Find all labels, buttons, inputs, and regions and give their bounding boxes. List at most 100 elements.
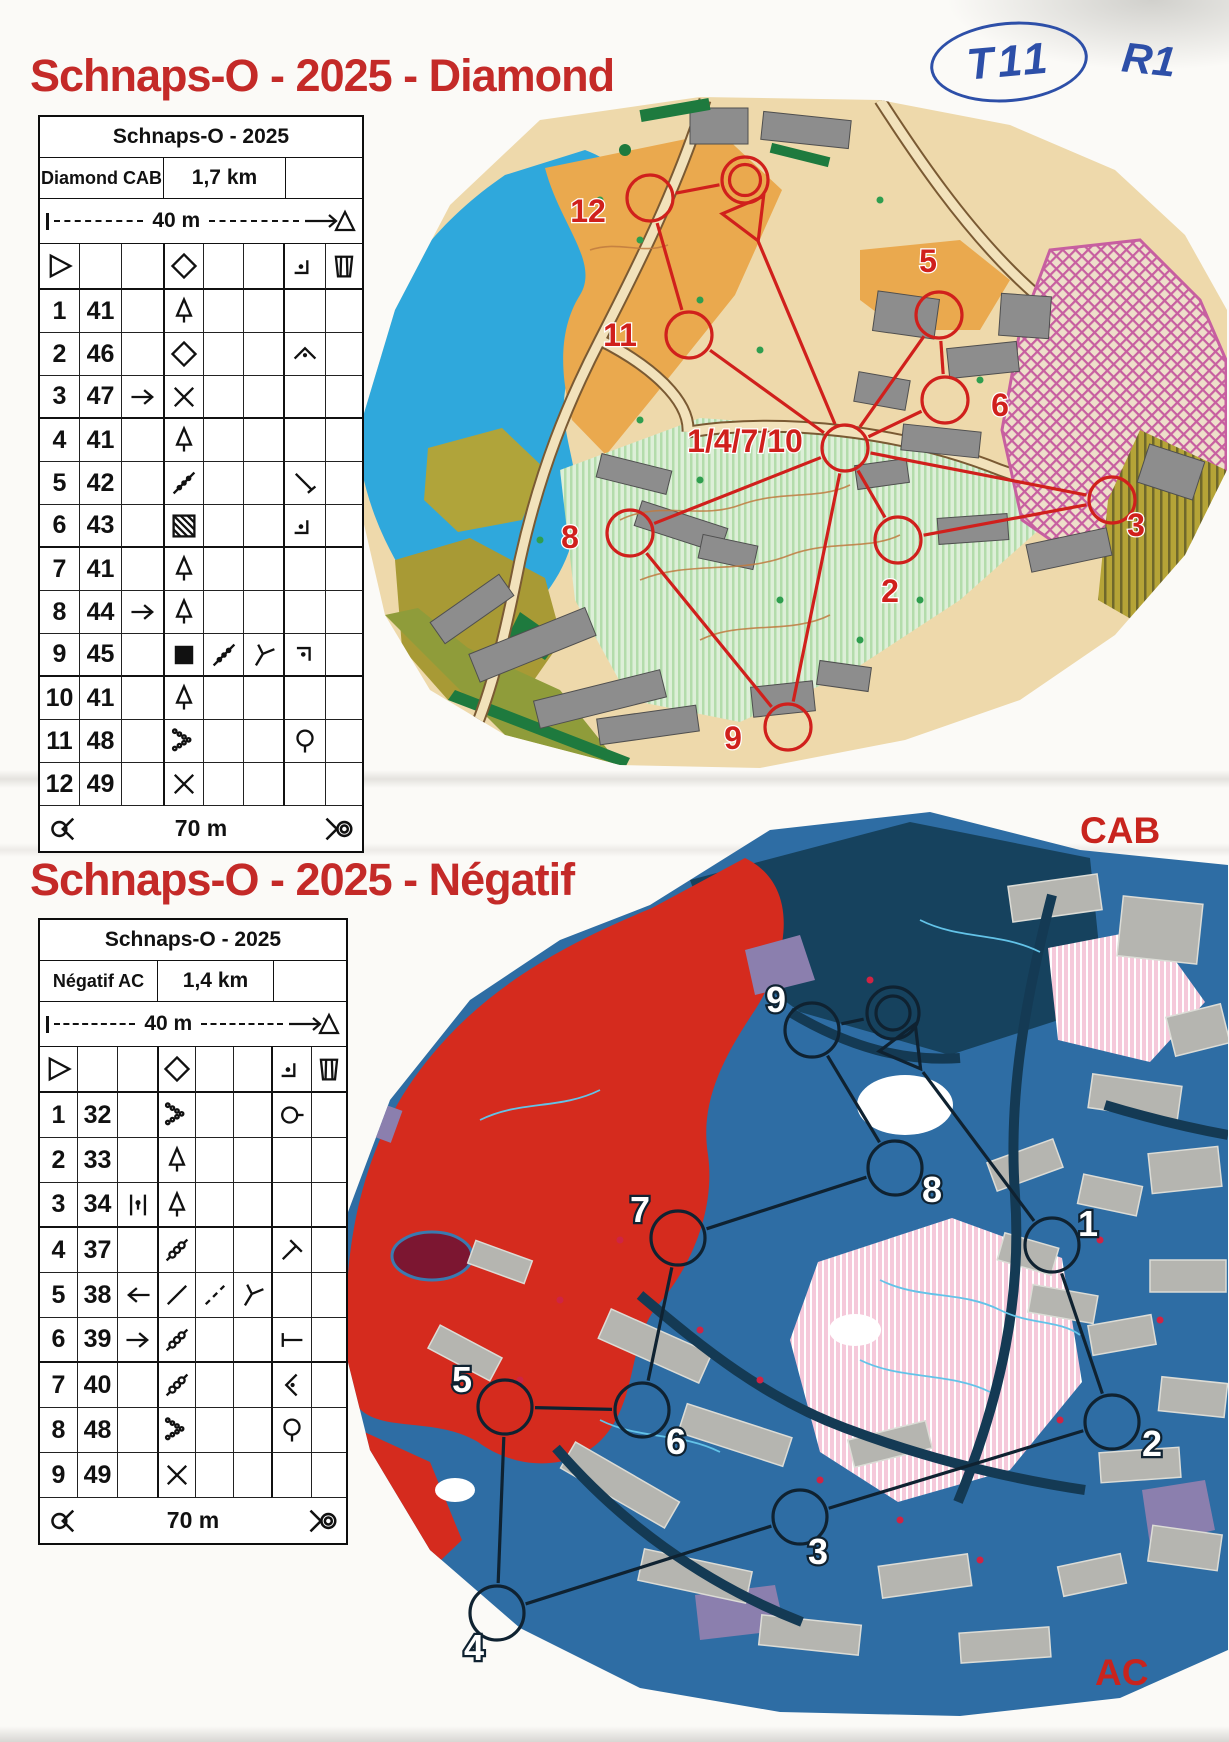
cd-symbol-fence-rings	[156, 1228, 196, 1273]
cd-cell-empty	[282, 290, 326, 333]
course-leg	[791, 473, 842, 702]
cd-header-start	[40, 244, 80, 290]
cd-cell-empty	[270, 1183, 312, 1228]
cd-control-number: 8	[40, 1408, 78, 1453]
tree-icon	[175, 597, 193, 624]
course-leg	[939, 340, 945, 375]
cd-control-number: 1	[40, 1093, 78, 1138]
cd-cell-empty	[282, 376, 326, 419]
cd-cell-empty	[244, 333, 284, 376]
diamond-icon	[170, 252, 198, 280]
course-leg	[653, 456, 822, 525]
cd-cell-empty	[234, 1093, 272, 1138]
cd-symbol-t-bar	[270, 1318, 312, 1363]
slope-tick-icon	[294, 472, 317, 494]
cd-course-name: Négatif AC	[40, 961, 158, 1001]
x-cross-icon	[173, 773, 194, 795]
course-leg	[923, 503, 1087, 537]
cd-cell-empty	[122, 290, 164, 333]
tree-icon	[168, 1145, 186, 1172]
cd-symbol-fence-rings	[156, 1318, 196, 1363]
control-number: 11	[603, 317, 637, 353]
control-number: 3	[1127, 507, 1145, 543]
scale-arrow-triangle-icon	[305, 209, 356, 232]
cd-cell-empty	[326, 419, 362, 462]
control-number: 1/4/7/10	[687, 423, 803, 459]
cd-cell-empty	[326, 376, 362, 419]
course-leg	[870, 451, 1087, 497]
course-leg	[756, 240, 837, 425]
diamond-icon	[170, 340, 198, 368]
cd-symbol-circle-tail	[270, 1408, 312, 1453]
cd-cell-empty	[122, 677, 164, 720]
cd-control-code: 34	[78, 1183, 118, 1228]
cd-cell-empty	[122, 720, 164, 763]
cd-cell-empty	[244, 419, 284, 462]
cd-cell-empty	[326, 634, 362, 677]
cd-control-number: 6	[40, 505, 80, 548]
control-circle	[763, 702, 813, 752]
finish-distance: 70 m	[174, 815, 228, 841]
cd-symbol-hill-dot	[282, 333, 326, 376]
cd-cell-empty	[270, 1273, 312, 1318]
cd-cell-empty	[244, 677, 284, 720]
cd-cell-empty	[118, 1408, 158, 1453]
control-circle	[873, 515, 923, 565]
cd-symbol-arrow-left	[118, 1273, 158, 1318]
control-circle	[664, 310, 714, 360]
cd-control-code: 33	[78, 1138, 118, 1183]
cd-symbol-junction-y	[234, 1273, 272, 1318]
cd-cell-empty	[326, 720, 362, 763]
map-ac-art	[340, 812, 1228, 1716]
taped-route-finish-icon	[298, 1506, 346, 1536]
cd-cell-empty	[282, 548, 326, 591]
cd-finish-row: 70 m	[40, 806, 362, 851]
control-number: 6	[666, 1421, 686, 1462]
scale-tick	[46, 212, 49, 230]
control-circle	[1023, 1216, 1081, 1274]
control-circle	[476, 1378, 534, 1436]
cd-cell-empty	[312, 1453, 346, 1498]
cd-cell-empty	[196, 1318, 234, 1363]
cd-control-code: 47	[80, 376, 122, 419]
cd-course-row: Diamond CAB 1,7 km	[40, 158, 362, 199]
cd-control-code: 42	[80, 462, 122, 505]
cd-symbol-slope-tick	[282, 462, 326, 505]
cd-title: Schnaps-O - 2025	[40, 117, 362, 158]
cd-header-corner-bl-dot	[270, 1047, 312, 1093]
cd-cell-empty	[234, 1183, 272, 1228]
cd-course-empty	[286, 158, 362, 198]
cd-control-number: 1	[40, 290, 80, 333]
cd-cell-empty	[312, 1138, 346, 1183]
cd-cell-empty	[118, 1453, 158, 1498]
course-leg	[858, 335, 926, 428]
cd-symbol-tree	[162, 419, 204, 462]
cd-course-row: Négatif AC 1,4 km	[40, 961, 346, 1002]
cd-cell-empty	[282, 677, 326, 720]
cd-header-empty	[196, 1047, 234, 1093]
control-number: 3	[808, 1531, 828, 1572]
fence-rings-icon	[165, 1328, 189, 1351]
x-cross-icon	[173, 386, 194, 407]
cd-control-code: 38	[78, 1273, 118, 1318]
cd-cell-empty	[244, 376, 284, 419]
hatch-square-icon	[172, 513, 196, 538]
cd-control-number: 8	[40, 591, 80, 634]
control-number: 2	[881, 573, 899, 609]
control-circle	[605, 508, 655, 558]
corner-bl-dot-icon	[281, 1063, 296, 1078]
control-number: 8	[922, 1169, 942, 1210]
cd-control-number: 12	[40, 763, 80, 806]
dotted-chevron-icon	[171, 728, 192, 752]
cd-cell-empty	[204, 333, 244, 376]
scale-dashes	[53, 220, 144, 222]
control-circle	[866, 1139, 924, 1197]
course-overlay-cab: 12 11 5 6 1/4/7/10 8 2 3 9	[560, 155, 1146, 757]
cd-cell-empty	[244, 505, 284, 548]
cd-finish-row: 70 m	[40, 1498, 346, 1543]
cd-cell-empty	[244, 591, 284, 634]
course-leg	[655, 222, 684, 311]
cd-symbol-arrow-right	[118, 1318, 158, 1363]
cd-cell-empty	[204, 763, 244, 806]
cd-cell-empty	[234, 1363, 272, 1408]
